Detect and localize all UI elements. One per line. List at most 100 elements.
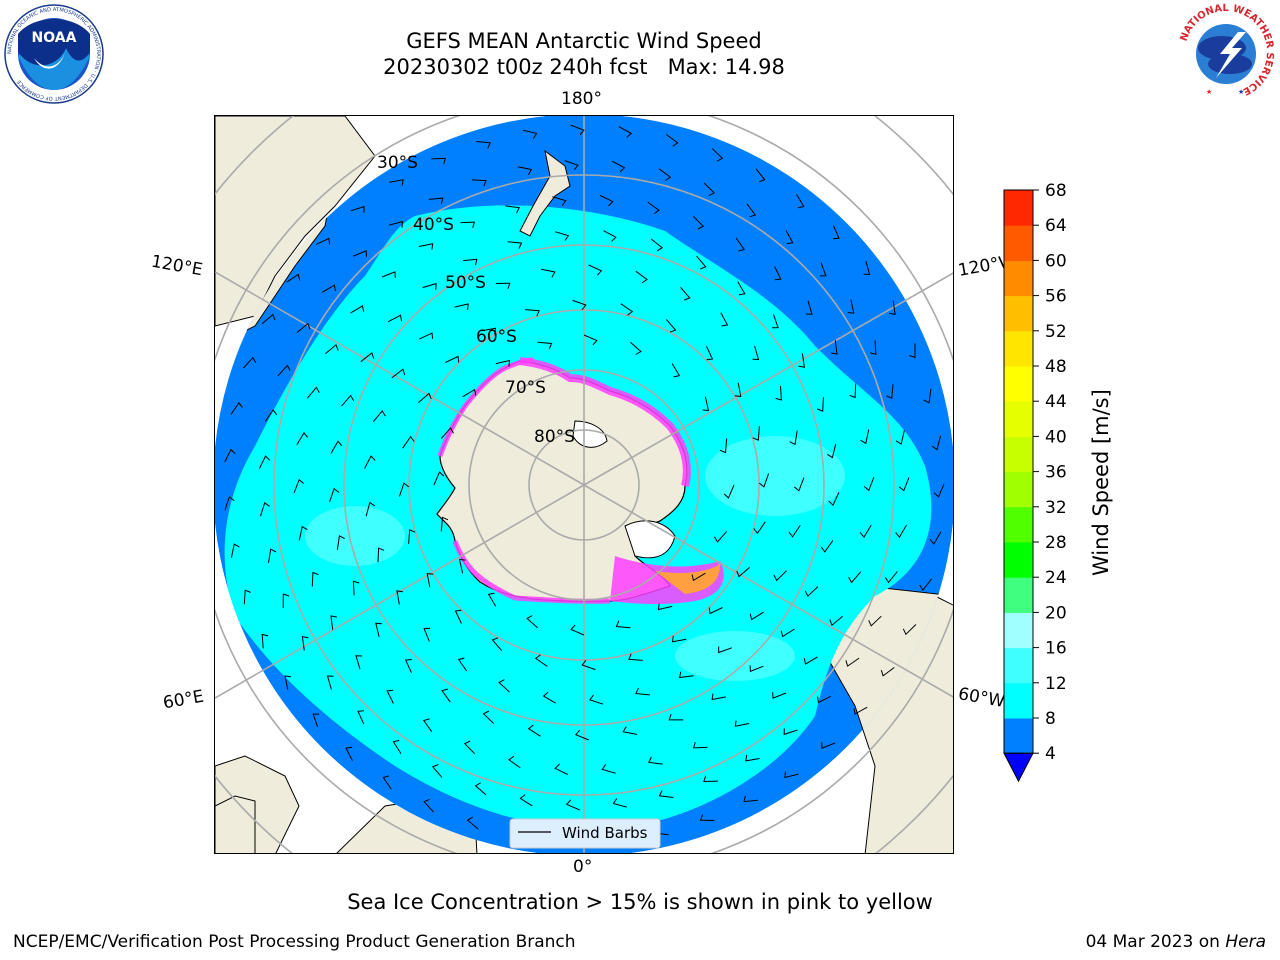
wind-barb [829,615,843,627]
wind-barb [798,353,805,368]
wind-barb [326,675,334,690]
wind-barb [552,196,567,206]
wind-barb [282,593,290,609]
nws-logo: NATIONAL WEATHER SERVICE ★ ★ [1176,2,1276,102]
wind-barb [671,635,687,643]
wind-barb [466,816,479,830]
australia-land [215,116,376,327]
wind-barb [714,531,728,543]
wind-barb [243,589,251,605]
wind-barb [692,742,708,749]
colorbar-tick-label: 24 [1045,568,1067,588]
wind-barb [691,572,706,582]
wind-barb [788,524,801,538]
wind-barb [599,195,614,207]
wind-barb [301,635,309,651]
wind-barb [628,653,643,661]
wind-barb [933,483,945,498]
wind-barb [396,590,403,605]
wind-barb [570,124,585,136]
wind-barb [696,255,707,270]
colorbar-label: Wind Speed [m/s] [1089,389,1113,576]
wind-barb [796,194,805,209]
colorbar-tick-label: 52 [1045,322,1067,342]
wind-barb [895,524,907,538]
lat-label-30s: 30°S [377,153,418,173]
wind-barb [352,580,360,596]
wind-barb [869,340,877,355]
wind-barb [758,473,770,488]
wind-barb-legend: Wind Barbs [509,818,661,849]
wind-barb [508,755,521,769]
chart-subtitle: 20230302 t00z 240h fcst Max: 14.98 [383,55,785,79]
lon-label-bottom: 0° [573,857,593,877]
colorbar: 4 8 12 16 20 24 28 32 36 40 44 48 52 56 60 64 68 Wind Sp… [990,180,1130,790]
wind-barb [495,282,511,290]
wind-barb [570,624,585,636]
wind-barb [803,656,818,665]
wind-barb [534,654,548,667]
wind-barb [611,160,626,173]
wind-barb [931,435,942,451]
wind-barb [745,754,760,762]
wind-barb [398,482,410,497]
wind-barb [574,729,589,741]
wind-barb [372,410,386,423]
lon-label-top: 180° [561,89,602,109]
wind-barb [832,225,840,240]
chart-title: GEFS MEAN Antarctic Wind Speed [406,29,762,53]
wind-barb [853,706,868,715]
wind-barb [491,637,502,651]
wind-barb [387,314,402,323]
wind-barb [386,689,394,704]
wind-barb [743,795,759,803]
wind-barb [507,241,523,249]
wind-barb [298,525,308,541]
wind-barb [620,303,634,316]
colorbar-tick-label: 8 [1045,709,1056,729]
wind-barb [382,775,392,790]
wind-barb [703,775,718,783]
wind-barb [388,221,404,228]
wind-barb [268,548,277,563]
wind-barb [572,299,587,311]
wind-barb [422,718,433,733]
wind-barb [522,129,538,139]
wind-barb [422,282,437,290]
wind-barb [389,179,404,186]
colorbar-segment [1004,647,1033,684]
wind-barb [898,477,910,492]
wind-barb [296,322,311,333]
colorbar-segment [1004,295,1033,332]
svg-text:★: ★ [1238,88,1244,96]
colorbar-tick-label: 64 [1045,216,1067,236]
colorbar-segment [1004,542,1033,578]
wind-barb [720,312,729,327]
wind-barb [527,724,541,737]
wind-barb [819,262,827,277]
wind-barb [330,615,337,630]
lon-label-lower-left: 60°E [161,686,206,714]
wind-barb [805,300,813,315]
colorbar-tick-label: 32 [1045,498,1067,518]
wind-barb [847,299,855,314]
lat-label-80s: 80°S [534,427,575,447]
colorbar-tick-label: 20 [1045,603,1067,623]
wind-barb [886,384,894,399]
wind-barb [541,268,556,278]
wind-barb [433,471,445,486]
wind-barb [526,615,538,629]
wind-barb [322,284,337,293]
wind-barb [381,271,396,278]
wind-barb [671,363,681,378]
wind-barb [284,675,292,690]
wind-barb [261,633,269,649]
colorbar-segment [1004,718,1033,754]
wind-barb [357,710,365,725]
wind-barb [648,756,663,765]
wind-barb [440,427,454,439]
wind-barb [821,742,836,749]
wind-barb [668,714,684,721]
wind-barb [612,798,628,808]
